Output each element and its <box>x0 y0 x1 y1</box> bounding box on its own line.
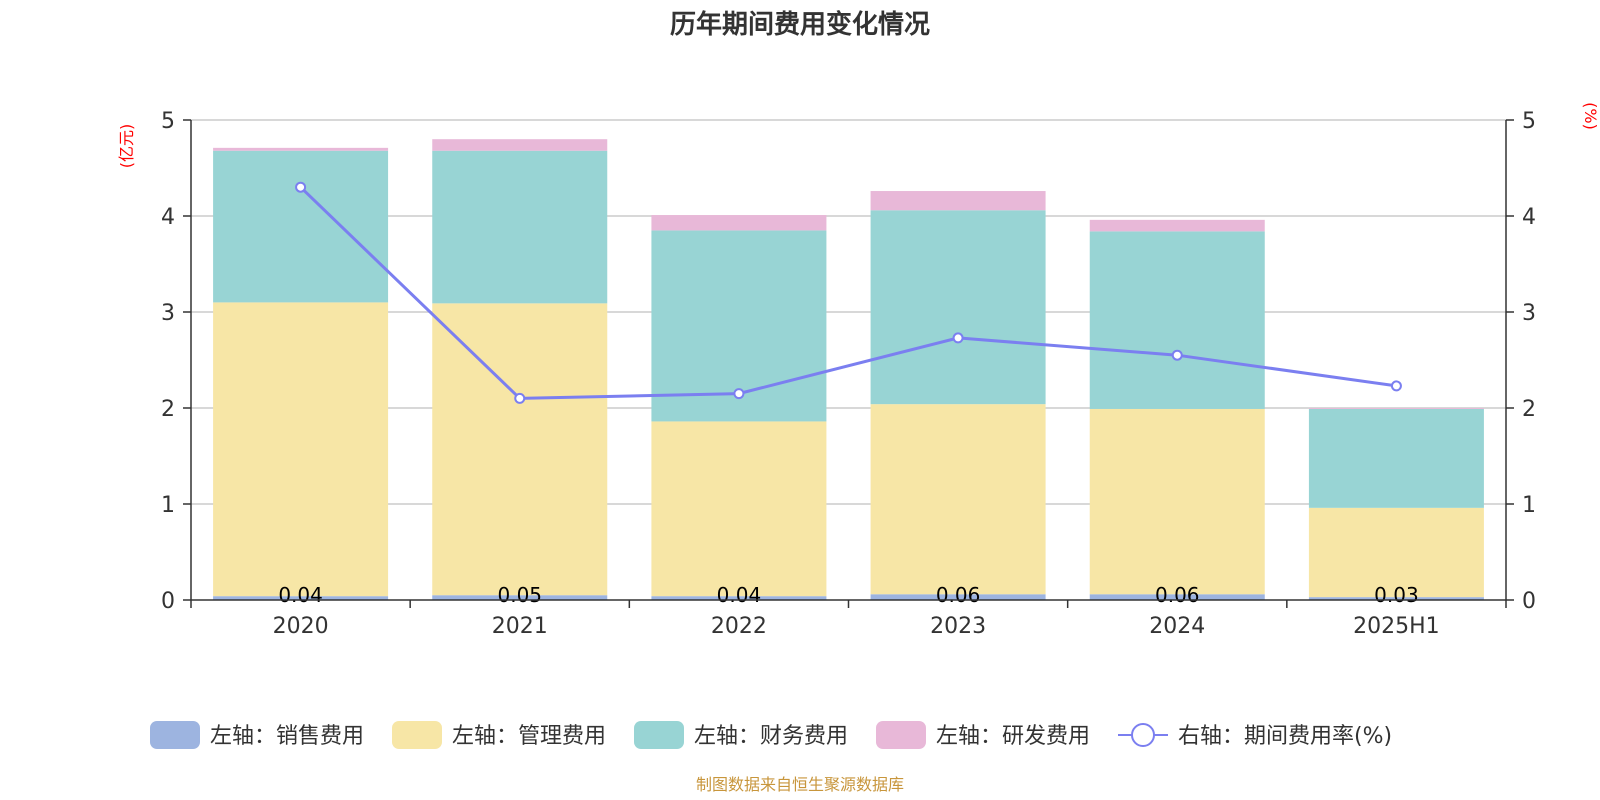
left-tick-label: 3 <box>161 301 175 326</box>
bar-segment <box>1089 219 1265 232</box>
bar-segment <box>213 150 389 303</box>
legend-label: 左轴：研发费用 <box>936 724 1090 749</box>
bar-segment <box>1089 231 1265 409</box>
right-axis-unit: (%) <box>1581 102 1600 130</box>
legend-label: 左轴：销售费用 <box>210 724 364 749</box>
legend-swatch <box>150 721 200 749</box>
bar-segment <box>1308 408 1484 409</box>
bar-segment <box>651 215 827 231</box>
right-tick-label: 2 <box>1522 397 1536 422</box>
bar-segment <box>1308 408 1484 508</box>
right-tick-label: 0 <box>1522 589 1536 614</box>
right-tick-label: 4 <box>1522 205 1536 230</box>
bar-data-label: 0.04 <box>278 583 323 607</box>
left-tick-label: 0 <box>161 589 175 614</box>
source-note: 制图数据来自恒生聚源数据库 <box>696 775 904 794</box>
bar-data-label: 0.03 <box>1374 583 1419 607</box>
bar-data-label: 0.05 <box>497 583 542 607</box>
x-tick-label: 2023 <box>930 614 986 639</box>
bar-segment <box>1089 594 1265 600</box>
left-tick-label: 1 <box>161 493 175 518</box>
rate-line <box>299 186 1397 400</box>
bar-segment <box>432 595 608 600</box>
legend: 左轴：销售费用 左轴：管理费用 左轴：财务费用 左轴：研发费用 右轴：期间费用率(%) <box>150 721 1392 749</box>
bar-segment <box>432 150 608 304</box>
bar-data-label: 0.06 <box>1155 583 1200 607</box>
legend-label: 左轴：管理费用 <box>452 724 606 749</box>
legend-label: 左轴：财务费用 <box>694 724 848 749</box>
rate-line-series <box>295 181 1402 404</box>
bar-segment <box>870 404 1046 595</box>
rate-point <box>1171 349 1183 361</box>
bar-segment <box>651 421 827 597</box>
bar-segment <box>870 210 1046 405</box>
x-tick-label: 2021 <box>492 614 548 639</box>
rate-point <box>952 332 964 344</box>
bar-data-label: 0.06 <box>936 583 981 607</box>
legend-swatch <box>634 721 684 749</box>
bar-segment <box>870 594 1046 600</box>
bar-segment <box>213 596 389 600</box>
legend-label: 右轴：期间费用率(%) <box>1178 724 1392 749</box>
rate-point <box>295 181 307 193</box>
right-tick-label: 5 <box>1522 109 1536 134</box>
x-tick-label: 2025H1 <box>1353 614 1440 639</box>
bar-series: 0.04 0.05 0.04 0.06 0.06 0.03 <box>213 139 1484 607</box>
bar-segment <box>1308 507 1484 598</box>
left-tick-label: 2 <box>161 397 175 422</box>
x-tick-label: 2020 <box>273 614 329 639</box>
left-axis-unit: (亿元) <box>117 124 136 169</box>
rate-point <box>1390 380 1402 392</box>
bar-segment <box>1308 597 1484 600</box>
bar-data-label: 0.04 <box>717 583 762 607</box>
bar-segment <box>432 139 608 151</box>
bar-segment <box>1089 408 1265 595</box>
bar-segment <box>213 302 389 597</box>
left-tick-label: 4 <box>161 205 175 230</box>
rate-point <box>733 388 745 400</box>
legend-marker <box>1131 723 1155 747</box>
legend-swatch <box>392 721 442 749</box>
right-tick-label: 1 <box>1522 493 1536 518</box>
grid-lines: 0 1 2 3 4 5 0 1 2 3 4 5 <box>161 109 1536 614</box>
x-tick-label: 2024 <box>1149 614 1205 639</box>
chart-title: 历年期间费用变化情况 <box>670 9 930 40</box>
bar-segment <box>870 191 1046 211</box>
legend-swatch <box>876 721 926 749</box>
bar-segment <box>213 147 389 151</box>
rate-point <box>514 392 526 404</box>
left-tick-label: 5 <box>161 109 175 134</box>
right-tick-label: 3 <box>1522 301 1536 326</box>
x-tick-label: 2022 <box>711 614 767 639</box>
bar-segment <box>651 596 827 600</box>
bar-segment <box>432 303 608 596</box>
axes: 2020 2021 2022 2023 2024 2025H1 <box>183 119 1514 639</box>
